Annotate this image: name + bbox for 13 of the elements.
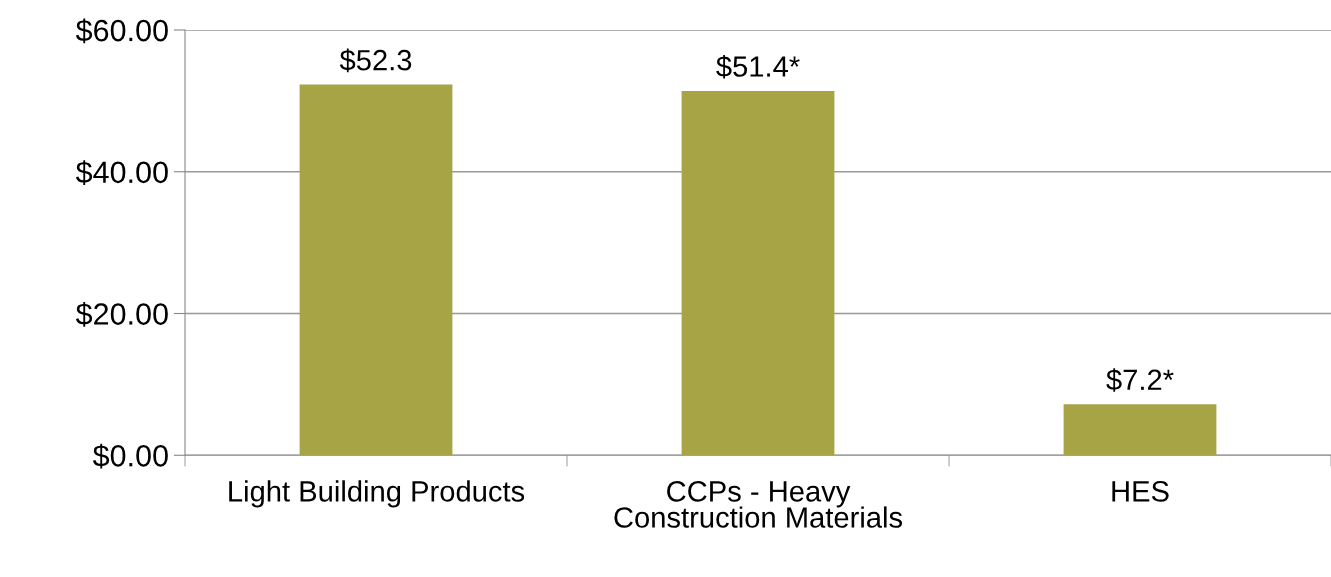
bar <box>299 84 453 456</box>
data-label: $51.4* <box>716 54 800 79</box>
y-tick-label: $20.00 <box>75 301 168 327</box>
x-tick-label: Light Building Products <box>229 480 525 508</box>
y-tick-label: $60.00 <box>75 18 168 44</box>
y-tick-label: $0.00 <box>92 443 168 469</box>
data-label: $7.2* <box>1106 368 1174 392</box>
y-tick-label: $40.00 <box>75 160 168 185</box>
data-label: $52.3 <box>339 48 412 73</box>
x-tick-label: HES <box>1112 481 1169 502</box>
bar <box>1063 404 1217 456</box>
bar <box>681 90 835 456</box>
x-tick-label: CCPs - Heavy Construction Materials <box>614 481 903 528</box>
